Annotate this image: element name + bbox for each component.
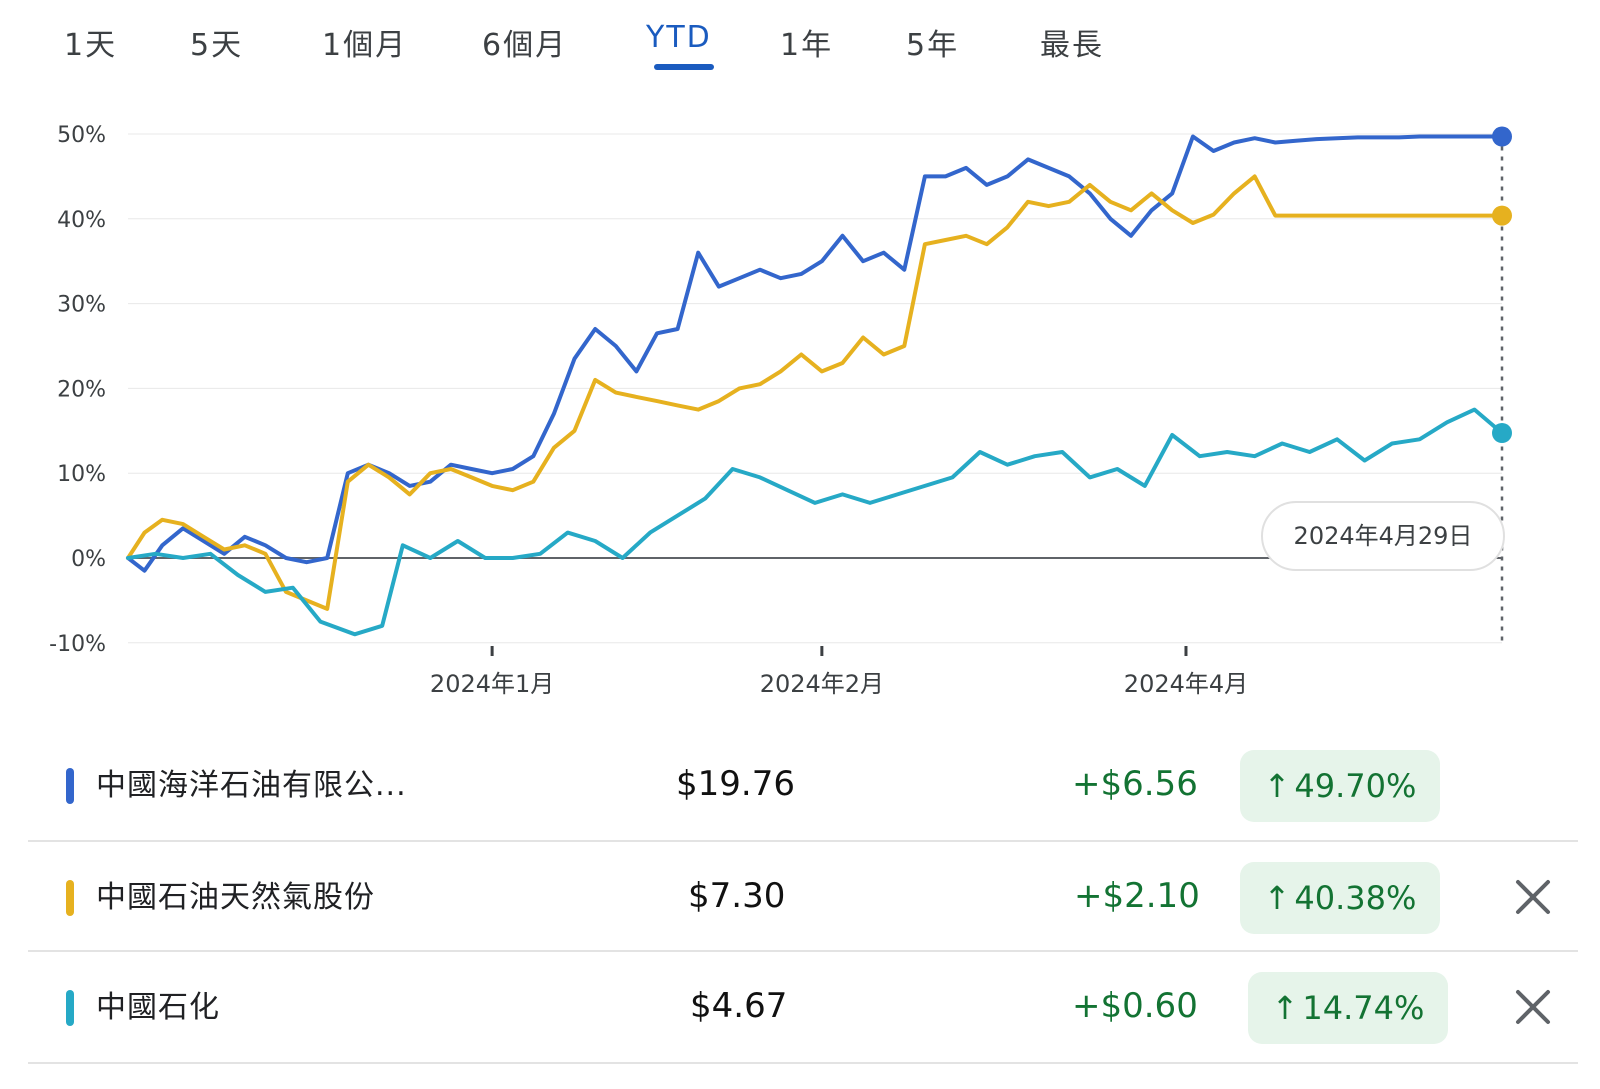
stock-change: +$0.60 [1072, 986, 1198, 1026]
x-tick-label: 2024年4月 [1124, 670, 1248, 698]
series-line-2 [126, 407, 1504, 637]
stock-row[interactable]: 中國海洋石油有限公... $19.76 +$6.56 ↑ 49.70% [28, 730, 1578, 842]
y-tick-label: 10% [57, 462, 106, 487]
tooltip-date: 2024年4月29日 [1294, 522, 1473, 550]
x-tick-label: 2024年1月 [430, 670, 554, 698]
y-tick-label: 50% [57, 123, 106, 148]
tab-max[interactable]: 最長 [1040, 28, 1104, 63]
range-tabs: 1天 5天 1個月 6個月 YTD 1年 5年 最長 [0, 0, 1600, 80]
tab-1-day[interactable]: 1天 [64, 28, 118, 63]
series-color-swatch [66, 990, 74, 1026]
stock-name: 中國石油天然氣股份 [96, 880, 375, 915]
close-icon[interactable] [1508, 982, 1558, 1032]
percent-change-badge: ↑ 14.74% [1248, 972, 1448, 1044]
row-divider [28, 840, 1578, 842]
series-endpoints [1492, 126, 1512, 444]
y-tick-label: 40% [57, 208, 106, 233]
stock-change: +$6.56 [1072, 764, 1198, 804]
tab-1-year[interactable]: 1年 [780, 28, 834, 63]
stock-price: $7.30 [688, 876, 786, 916]
percent-change-badge: ↑ 40.38% [1240, 862, 1440, 934]
tooltip-bubble [1261, 501, 1505, 571]
y-tick-label: 20% [57, 377, 106, 402]
arrow-up-icon: ↑ [1263, 879, 1291, 917]
tab-5-year[interactable]: 5年 [906, 28, 960, 63]
x-tick-label: 2024年2月 [760, 670, 884, 698]
percent-change: 40.38% [1294, 879, 1417, 917]
series-lines [126, 134, 1504, 637]
arrow-up-icon: ↑ [1271, 989, 1299, 1027]
series-color-swatch [66, 768, 74, 804]
date-tooltip: 2024年4月29日 [1261, 501, 1505, 571]
y-tick-label: 0% [71, 547, 106, 572]
stock-price: $19.76 [676, 764, 795, 804]
series-endpoint-0 [1492, 126, 1512, 147]
row-divider [28, 1062, 1578, 1064]
series-endpoint-2 [1492, 423, 1512, 444]
performance-chart[interactable]: 50%40%30%20%10%0%-10% 2024年1月 2024年2月 2024… [0, 90, 1600, 710]
series-color-swatch [66, 880, 74, 916]
y-tick-label: 30% [57, 293, 106, 318]
tab-5-day[interactable]: 5天 [190, 28, 244, 63]
arrow-up-icon: ↑ [1263, 767, 1291, 805]
percent-change-badge: ↑ 49.70% [1240, 750, 1440, 822]
stock-change: +$2.10 [1074, 876, 1200, 916]
y-tick-label: -10% [49, 632, 106, 657]
x-axis-labels: 2024年1月 2024年2月 2024年4月 [430, 646, 1248, 698]
tab-1-month[interactable]: 1個月 [322, 28, 408, 63]
stock-row[interactable]: 中國石油天然氣股份 $7.30 +$2.10 ↑ 40.38% [28, 842, 1578, 954]
series-line-0 [126, 134, 1504, 573]
percent-change: 49.70% [1294, 767, 1417, 805]
y-axis-labels: 50% 40% 30% 20% 10% 0% -10% [49, 123, 106, 657]
tab-ytd[interactable]: YTD [646, 20, 712, 55]
series-endpoint-1 [1492, 205, 1512, 226]
percent-change: 14.74% [1302, 989, 1425, 1027]
stock-row[interactable]: 中國石化 $4.67 +$0.60 ↑ 14.74% [28, 952, 1578, 1064]
active-tab-indicator [654, 64, 714, 70]
tab-6-month[interactable]: 6個月 [482, 28, 568, 63]
stock-name: 中國海洋石油有限公... [96, 768, 407, 803]
series-line-1 [126, 174, 1504, 611]
row-divider [28, 950, 1578, 952]
stock-price: $4.67 [690, 986, 788, 1026]
close-icon[interactable] [1508, 872, 1558, 922]
stock-name: 中國石化 [96, 990, 220, 1025]
